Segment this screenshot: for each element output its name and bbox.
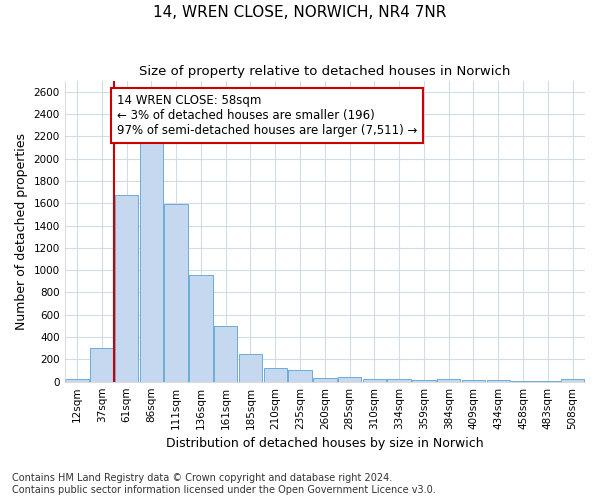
Bar — [388, 380, 411, 382]
Bar — [412, 380, 436, 382]
Bar — [263, 368, 287, 382]
Bar — [189, 274, 213, 382]
Bar — [437, 380, 460, 382]
Bar — [338, 377, 361, 382]
Bar — [140, 143, 163, 382]
Title: Size of property relative to detached houses in Norwich: Size of property relative to detached ho… — [139, 65, 511, 78]
Bar — [536, 381, 560, 382]
Bar — [65, 379, 89, 382]
Bar — [313, 378, 337, 382]
Text: 14, WREN CLOSE, NORWICH, NR4 7NR: 14, WREN CLOSE, NORWICH, NR4 7NR — [154, 5, 446, 20]
Bar — [214, 326, 238, 382]
Bar — [115, 196, 139, 382]
Bar — [362, 380, 386, 382]
Bar — [239, 354, 262, 382]
Bar — [288, 370, 312, 382]
Bar — [164, 204, 188, 382]
Text: 14 WREN CLOSE: 58sqm
← 3% of detached houses are smaller (196)
97% of semi-detac: 14 WREN CLOSE: 58sqm ← 3% of detached ho… — [117, 94, 417, 137]
Bar — [511, 381, 535, 382]
Bar — [90, 348, 113, 382]
Bar — [561, 380, 584, 382]
Y-axis label: Number of detached properties: Number of detached properties — [15, 132, 28, 330]
X-axis label: Distribution of detached houses by size in Norwich: Distribution of detached houses by size … — [166, 437, 484, 450]
Bar — [487, 380, 510, 382]
Text: Contains HM Land Registry data © Crown copyright and database right 2024.
Contai: Contains HM Land Registry data © Crown c… — [12, 474, 436, 495]
Bar — [462, 380, 485, 382]
